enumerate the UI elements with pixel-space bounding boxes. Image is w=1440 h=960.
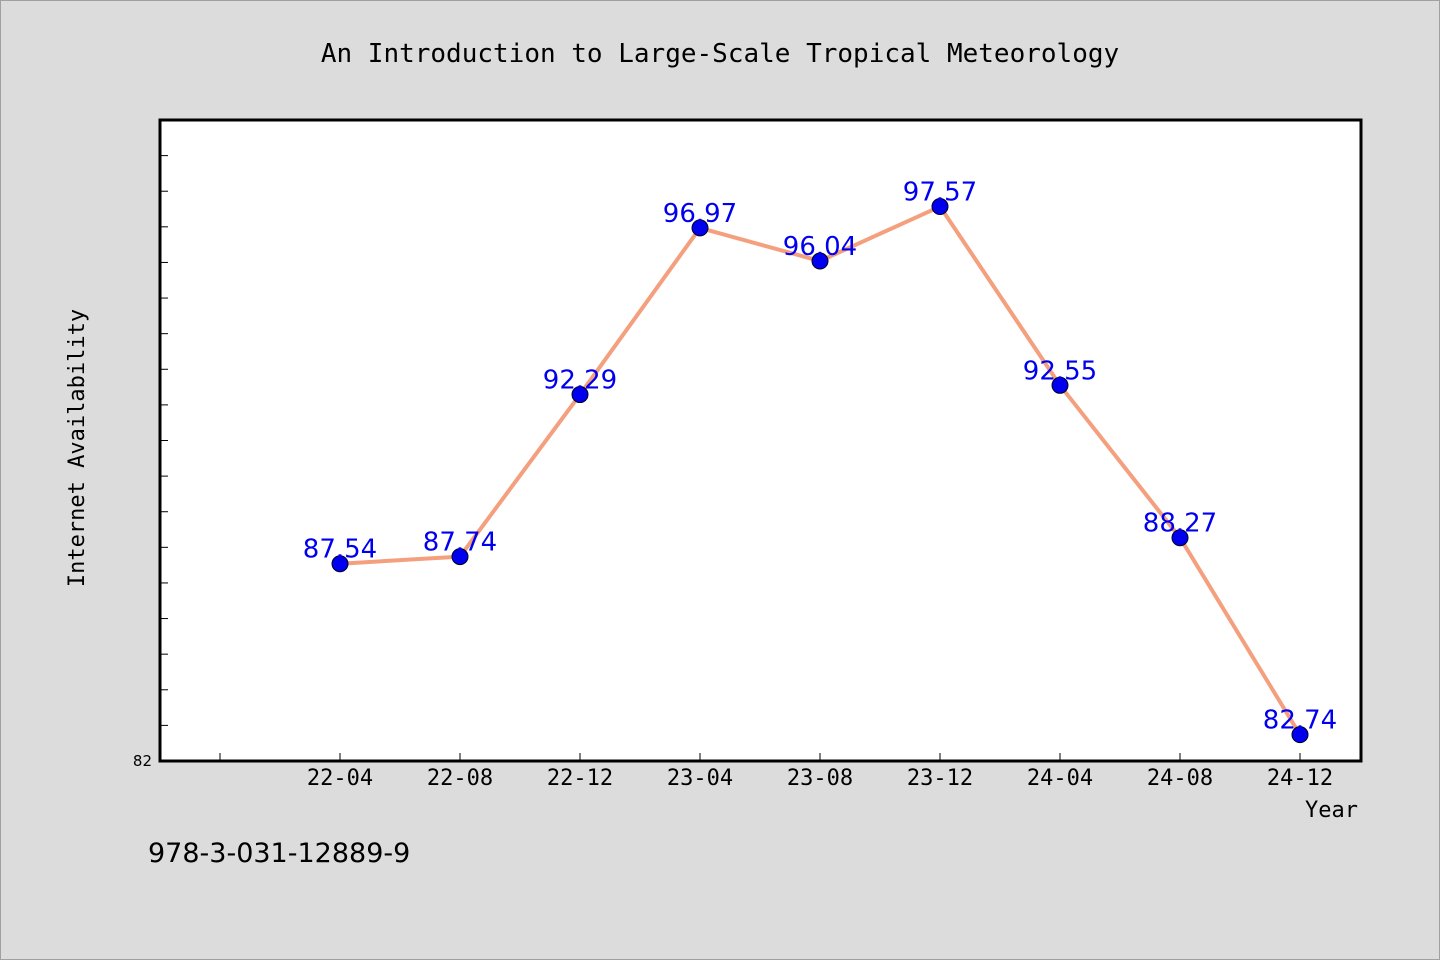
x-tick-label: 23-04	[667, 766, 733, 791]
data-labels: 87.54 87.74 92.29 96.97 96.04 97.57 92.55 88.27…	[303, 178, 1337, 736]
data-point	[1291, 726, 1309, 744]
data-label: 87.74	[423, 528, 497, 558]
data-point	[1171, 529, 1189, 547]
x-tick-label: 22-04	[307, 766, 373, 791]
data-point	[931, 198, 949, 216]
data-label: 96.97	[663, 199, 737, 229]
data-markers	[331, 198, 1309, 744]
plot-area	[160, 120, 1361, 761]
x-tick-label: 22-12	[547, 766, 613, 791]
x-tick-labels: 22-04 22-08 22-12 23-04 23-08 23-12 24-04 24-08…	[307, 766, 1333, 791]
data-label: 96.04	[783, 232, 857, 262]
data-label: 87.54	[303, 535, 377, 565]
chart-title: An Introduction to Large-Scale Tropical …	[321, 39, 1119, 69]
plot-border	[158, 118, 1363, 763]
x-tick-label: 24-12	[1267, 766, 1333, 791]
data-label: 97.57	[903, 178, 977, 208]
data-point	[331, 555, 349, 573]
x-tick-label: 24-04	[1027, 766, 1093, 791]
data-point	[1051, 376, 1069, 394]
data-label: 92.29	[543, 366, 617, 396]
data-point	[451, 548, 469, 566]
data-label: 82.74	[1263, 706, 1337, 736]
data-point	[811, 252, 829, 270]
isbn-text: 978-3-031-12889-9	[148, 838, 410, 869]
data-point	[571, 386, 589, 404]
y-tick-label: 82	[133, 752, 152, 770]
y-axis-label: Internet Availability	[65, 309, 90, 587]
x-tick-label: 23-08	[787, 766, 853, 791]
data-label: 92.55	[1023, 356, 1097, 386]
x-tick-label: 23-12	[907, 766, 973, 791]
x-tick-label: 24-08	[1147, 766, 1213, 791]
data-label: 88.27	[1143, 509, 1217, 539]
x-tick-label: 22-08	[427, 766, 493, 791]
data-point	[691, 219, 709, 237]
x-axis-label: Year	[1305, 798, 1358, 823]
